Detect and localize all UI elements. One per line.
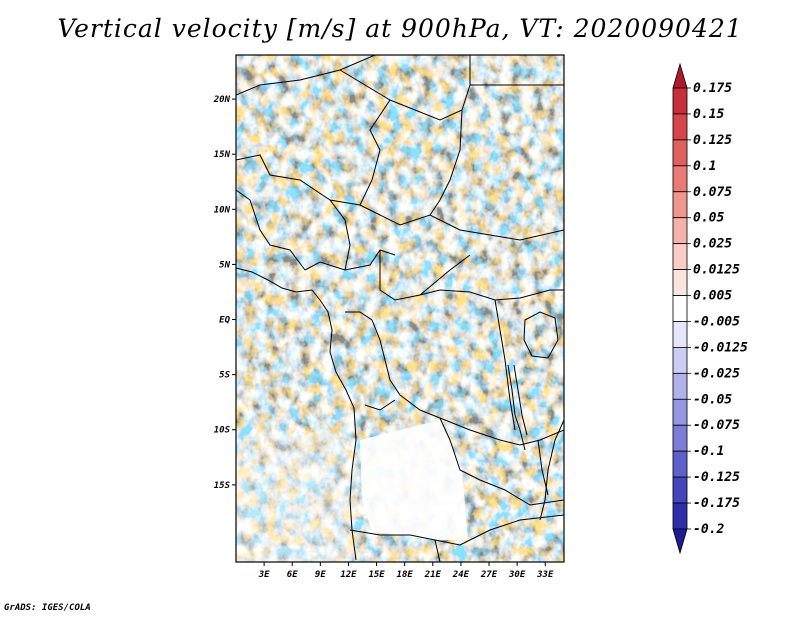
- colorbar-label: 0.075: [693, 185, 732, 200]
- colorbar-top-triangle: [672, 62, 688, 89]
- colorbar-label: 0.125: [693, 133, 732, 148]
- lon-tick-label: 30E: [508, 570, 526, 580]
- map-frame: [235, 54, 565, 563]
- colorbar-label: -0.05: [693, 392, 732, 407]
- colorbar-bottom-triangle: [672, 528, 688, 555]
- colorbar-swatch: [672, 113, 688, 141]
- lon-tick-label: 6E: [287, 570, 298, 580]
- lon-tick-label: 18E: [397, 570, 414, 580]
- lon-tick-label: 9E: [315, 570, 326, 580]
- colorbar-swatch: [672, 269, 688, 296]
- colorbar-label: 0.05: [693, 211, 724, 226]
- colorbar-swatch: [672, 424, 688, 452]
- map-title: Vertical velocity [m/s] at 900hPa, VT: 2…: [57, 14, 743, 43]
- colorbar-swatch: [672, 372, 688, 400]
- colorbar-swatch: [672, 398, 688, 426]
- lon-tick-label: 24E: [452, 570, 470, 580]
- longitude-axis: 3E 6E 9E 12E 15E 18E 21E 24E 27E 30E 33E: [258, 562, 554, 580]
- colorbar-swatch: [672, 502, 688, 530]
- lat-tick-label: 5S: [219, 371, 230, 381]
- colorbar-swatch: [672, 295, 688, 322]
- colorbar-swatch: [672, 165, 688, 193]
- colorbar-swatch: [672, 450, 688, 478]
- colorbar-label: -0.1: [693, 444, 724, 459]
- colorbar-label: 0.1: [693, 159, 716, 174]
- colorbar-label: -0.005: [693, 314, 740, 329]
- grads-credit: GrADS: IGES/COLA: [4, 603, 91, 613]
- colorbar-label: -0.0125: [693, 340, 748, 355]
- latitude-axis: 20N 15N 10N 5N EQ 5S 10S 15S: [213, 95, 236, 491]
- colorbar-swatch: [672, 347, 688, 374]
- colorbar-label: 0.0125: [693, 263, 740, 278]
- lat-tick-label: 15S: [214, 481, 231, 491]
- colorbar-label: -0.175: [693, 496, 740, 511]
- lon-tick-label: 27E: [480, 570, 498, 580]
- colorbar-swatch: [672, 191, 688, 219]
- colorbar-swatch: [672, 217, 688, 245]
- colorbar-swatch: [672, 87, 688, 115]
- colorbar-label: 0.175: [693, 81, 732, 96]
- colorbar-swatch: [672, 139, 688, 167]
- lon-tick-label: 33E: [536, 570, 554, 580]
- lat-tick-label: 5N: [219, 260, 230, 270]
- lat-tick-label: 15N: [214, 150, 231, 160]
- colorbar-label: 0.15: [693, 107, 724, 122]
- lat-tick-label: EQ: [219, 316, 230, 326]
- lat-tick-label: 20N: [213, 95, 231, 105]
- colorbar-swatch: [672, 243, 688, 270]
- lat-tick-label: 10N: [214, 205, 231, 215]
- lon-tick-label: 12E: [340, 570, 357, 580]
- lon-tick-label: 21E: [424, 570, 442, 580]
- colorbar-label: 0.005: [693, 289, 732, 304]
- colorbar-label: -0.025: [693, 366, 740, 381]
- colorbar-label: -0.2: [693, 522, 724, 537]
- lat-tick-label: 10S: [214, 426, 231, 436]
- lon-tick-label: 3E: [258, 570, 270, 580]
- colorbar-label: 0.025: [693, 237, 732, 252]
- colorbar-swatch: [672, 321, 688, 348]
- coastlines-borders: [236, 55, 564, 562]
- colorbar-label: -0.075: [693, 418, 740, 433]
- colorbar: 0.175 0.15 0.125 0.1 0.075 0.05 0.025 0.0125 0.0…: [672, 62, 748, 555]
- lon-tick-label: 15E: [368, 570, 385, 580]
- vertical-velocity-field: [236, 55, 564, 562]
- colorbar-swatch: [672, 476, 688, 504]
- colorbar-label: -0.125: [693, 470, 740, 485]
